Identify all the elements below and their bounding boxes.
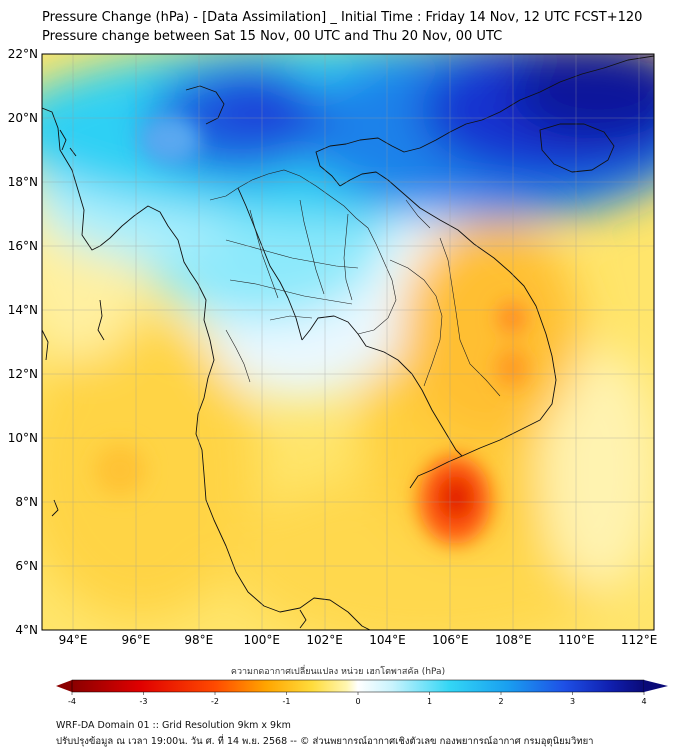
lat-tick-label: 20°N: [8, 111, 38, 125]
lat-tick-label: 14°N: [8, 303, 38, 317]
lat-tick-label: 16°N: [8, 239, 38, 253]
lat-tick-label: 8°N: [15, 495, 38, 509]
colorbar: -4 -3 -2 -1 0 1 2 3 4: [56, 679, 668, 706]
map-title: Pressure Change (hPa) - [Data Assimilati…: [42, 10, 643, 25]
colorbar-ticks: -4 -3 -2 -1 0 1 2 3 4: [68, 697, 647, 706]
latitude-labels: 4°N 6°N 8°N 10°N 12°N 14°N 16°N 18°N 20°N 22°N: [8, 47, 38, 637]
lon-tick-label: 112°E: [621, 633, 658, 647]
pressure-field: [42, 54, 654, 630]
colorbar-tick-marks: [71, 692, 645, 695]
lon-tick-label: 102°E: [306, 633, 343, 647]
colorbar-extend-high: [644, 680, 668, 692]
colorbar-gradient: [71, 679, 645, 693]
map-subtitle: Pressure change between Sat 15 Nov, 00 U…: [42, 29, 503, 44]
map-frame: [41, 53, 655, 631]
colorbar-tick-label: 3: [570, 697, 575, 706]
lat-tick-label: 18°N: [8, 175, 38, 189]
lon-tick-label: 98°E: [184, 633, 213, 647]
lon-tick-label: 94°E: [59, 633, 88, 647]
colorbar-tick-label: -2: [211, 697, 219, 706]
colorbar-tick-label: 1: [427, 697, 432, 706]
graticule: [42, 54, 654, 630]
lon-tick-label: 100°E: [243, 633, 280, 647]
lon-tick-label: 106°E: [432, 633, 469, 647]
pressure-change-map: 4°N 6°N 8°N 10°N 12°N 14°N 16°N 18°N 20°N 22°N 94…: [8, 47, 658, 647]
colorbar-tick-label: -3: [140, 697, 148, 706]
lon-tick-label: 104°E: [369, 633, 406, 647]
lat-tick-label: 10°N: [8, 431, 38, 445]
colorbar-tick-label: -1: [283, 697, 291, 706]
lon-tick-label: 108°E: [495, 633, 532, 647]
model-info: WRF-DA Domain 01 :: Grid Resolution 9km …: [56, 720, 291, 731]
colorbar-extend-low: [56, 680, 72, 692]
lon-tick-label: 96°E: [121, 633, 150, 647]
province-borders: [209, 169, 501, 397]
update-credit: ปรับปรุงข้อมูล ณ เวลา 19:00น. วัน ศ. ที่…: [56, 736, 594, 747]
longitude-labels: 94°E 96°E 98°E 100°E 102°E 104°E 106°E 108°E 110…: [59, 633, 658, 647]
colorbar-tick-label: 2: [498, 697, 503, 706]
lat-tick-label: 4°N: [15, 623, 38, 637]
lon-tick-label: 110°E: [558, 633, 595, 647]
colorbar-tick-label: -4: [68, 697, 76, 706]
lat-tick-label: 12°N: [8, 367, 38, 381]
lat-tick-label: 22°N: [8, 47, 38, 61]
colorbar-tick-label: 0: [355, 697, 360, 706]
colorbar-tick-label: 4: [641, 697, 646, 706]
lat-tick-label: 6°N: [15, 559, 38, 573]
colorbar-title: ความกดอากาศเปลี่ยนแปลง หน่วย เฮกโตพาสคัล…: [230, 667, 446, 677]
